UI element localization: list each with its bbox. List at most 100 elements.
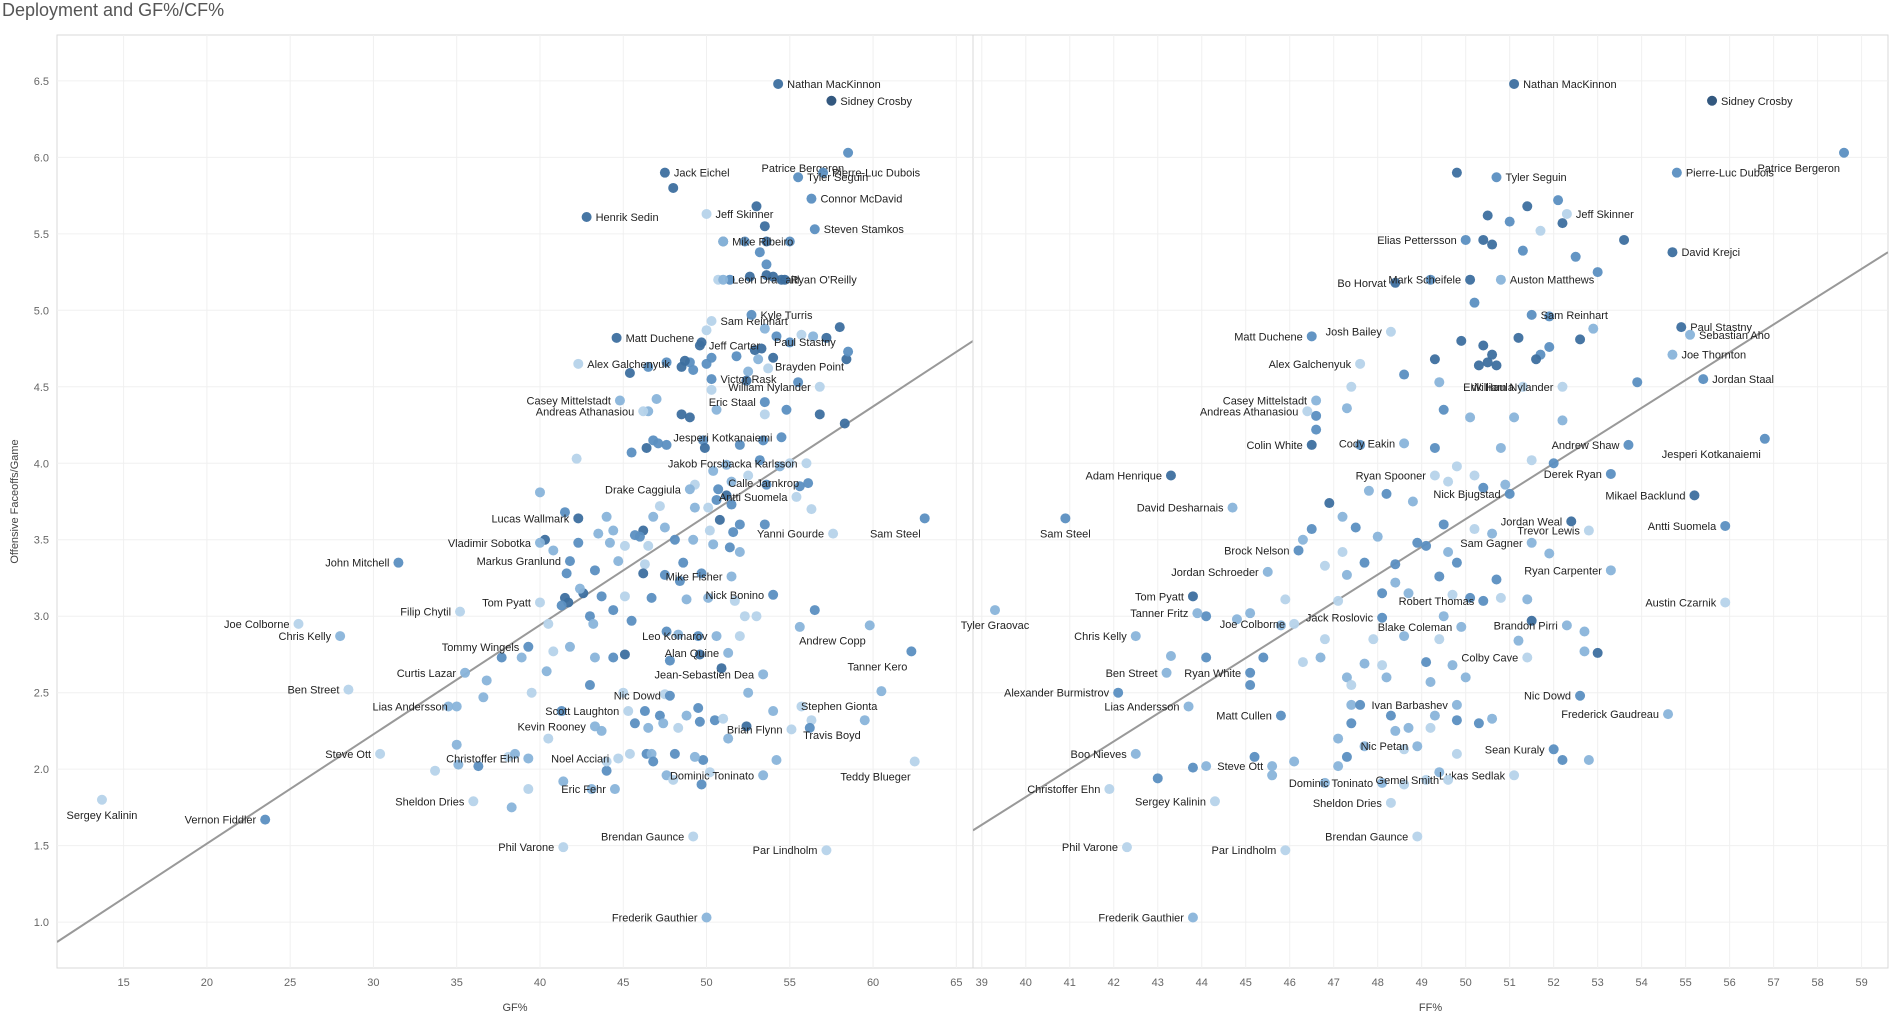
data-point — [726, 476, 737, 487]
data-point — [699, 442, 710, 453]
data-point — [1491, 172, 1502, 183]
data-point — [1201, 652, 1212, 663]
data-point — [694, 716, 705, 727]
data-point — [1605, 565, 1616, 576]
data-point — [1473, 718, 1484, 729]
data-point — [793, 172, 804, 183]
data-point — [689, 502, 700, 513]
data-point — [698, 435, 709, 446]
data-point — [653, 438, 664, 449]
data-point — [711, 631, 722, 642]
data-point — [1319, 634, 1330, 645]
point-label: Connor McDavid — [820, 194, 902, 206]
data-point — [609, 784, 620, 795]
point-label: Tom Pyatt — [482, 597, 531, 609]
data-point — [808, 331, 819, 342]
data-point — [1465, 274, 1476, 285]
data-point — [906, 646, 917, 657]
point-label: Frederick Gaudreau — [1561, 709, 1659, 721]
data-point — [643, 540, 654, 551]
data-point — [1183, 701, 1194, 712]
point-label: Stephen Gionta — [801, 701, 878, 713]
data-point — [455, 606, 466, 617]
data-point — [1504, 488, 1515, 499]
data-point — [834, 322, 845, 333]
data-point — [708, 539, 719, 550]
data-point — [711, 494, 722, 505]
data-point — [651, 394, 662, 405]
data-point — [523, 641, 534, 652]
y-tick-label: 1.5 — [34, 841, 49, 853]
data-point — [728, 527, 739, 538]
data-point — [1495, 592, 1506, 603]
x-tick-label: 20 — [201, 977, 213, 989]
data-point — [696, 568, 707, 579]
data-point — [688, 534, 699, 545]
data-point — [1438, 611, 1449, 622]
data-point — [451, 739, 462, 750]
data-point — [1663, 709, 1674, 720]
data-point — [1676, 322, 1687, 333]
data-point — [664, 655, 675, 666]
y-tick-label: 1.0 — [34, 917, 49, 929]
point-label: Casey Mittelstadt — [527, 396, 611, 408]
point-label: Nic Dowd — [1524, 691, 1571, 703]
data-point — [786, 724, 797, 735]
data-point — [1187, 762, 1198, 773]
point-label: Jordan Weal — [1501, 516, 1563, 528]
data-point — [1447, 589, 1458, 600]
data-point — [556, 706, 567, 717]
data-point — [1412, 537, 1423, 548]
x-tick-label: 45 — [1240, 977, 1252, 989]
point-label: Ben Street — [287, 685, 339, 697]
x-tick-label: 39 — [976, 977, 988, 989]
data-point — [1487, 713, 1498, 724]
data-point — [1399, 438, 1410, 449]
data-point — [673, 629, 684, 640]
y-axis-label: Offensive Faceoffs/Game — [9, 439, 21, 563]
data-point — [821, 332, 832, 343]
data-point — [541, 666, 552, 677]
panel-frame — [972, 34, 1889, 969]
data-point — [706, 384, 717, 395]
data-point — [1297, 657, 1308, 668]
data-point — [564, 641, 575, 652]
data-point — [1526, 309, 1537, 320]
data-point — [659, 569, 670, 580]
data-point — [726, 571, 737, 582]
x-tick-label: 40 — [1020, 977, 1032, 989]
data-point — [1451, 748, 1462, 759]
data-point — [586, 784, 597, 795]
data-point — [638, 406, 649, 417]
point-label: Cody Eakin — [1339, 438, 1395, 450]
data-point — [523, 753, 534, 764]
data-point — [641, 442, 652, 453]
point-label: Alan Quine — [665, 648, 719, 660]
data-point — [734, 546, 745, 557]
point-label: Sheldon Dries — [395, 796, 465, 808]
data-point — [756, 343, 767, 354]
data-point — [1377, 660, 1388, 671]
data-point — [574, 583, 585, 594]
data-point — [1557, 754, 1568, 765]
data-point — [1104, 784, 1115, 795]
data-point — [701, 912, 712, 923]
point-label: Derek Ryan — [1544, 469, 1602, 481]
data-point — [1689, 490, 1700, 501]
data-point — [1509, 770, 1520, 781]
data-point — [1561, 620, 1572, 631]
data-point — [1561, 208, 1572, 219]
x-tick-label: 47 — [1328, 977, 1340, 989]
point-label: Ben Street — [1106, 668, 1158, 680]
x-tick-label: 46 — [1284, 977, 1296, 989]
data-point — [1390, 725, 1401, 736]
data-point — [681, 594, 692, 605]
point-label: John Mitchell — [325, 558, 389, 570]
data-point — [724, 542, 735, 553]
point-label: Jeff Carter — [709, 340, 760, 352]
data-point — [821, 845, 832, 856]
x-tick-label: 42 — [1108, 977, 1120, 989]
x-tick-label: 43 — [1152, 977, 1164, 989]
data-point — [771, 754, 782, 765]
data-point — [584, 680, 595, 691]
